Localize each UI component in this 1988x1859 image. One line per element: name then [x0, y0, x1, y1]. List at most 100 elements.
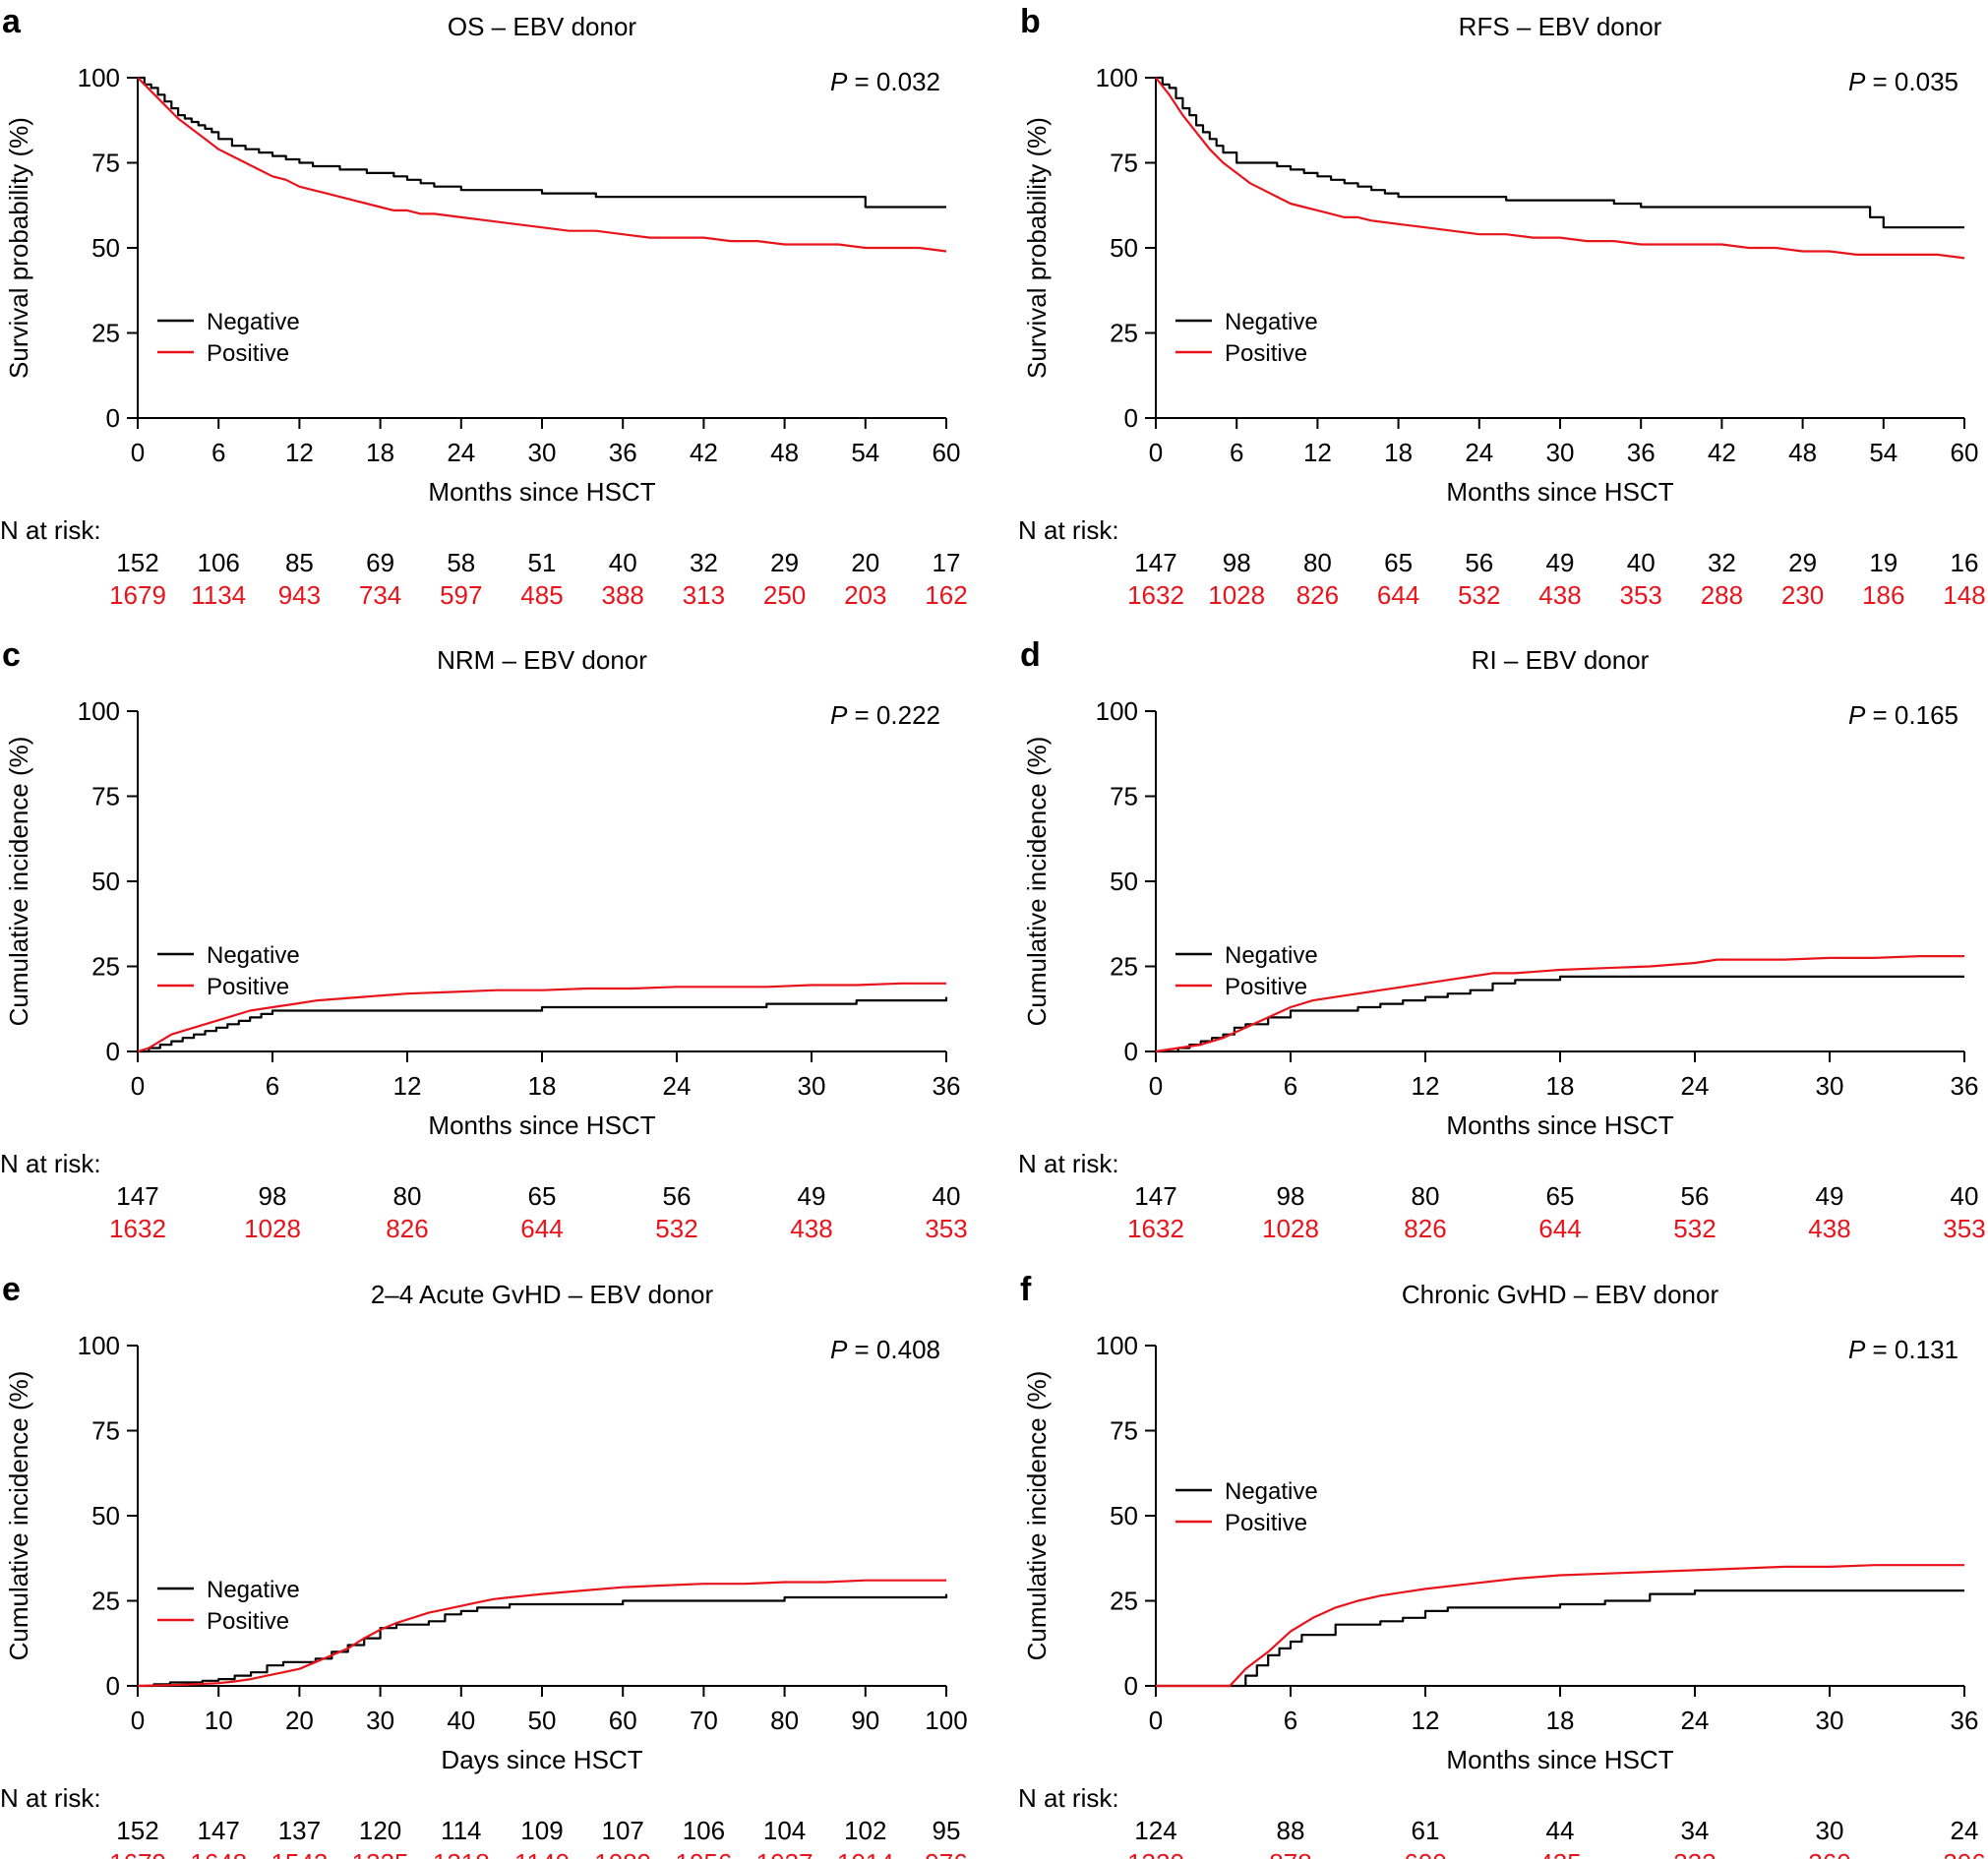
x-tick-label: 30 [1546, 438, 1575, 467]
chart-title: RI – EBV donor [1472, 645, 1650, 675]
risk-count-negative: 98 [1277, 1181, 1305, 1211]
y-tick-label: 100 [1096, 696, 1138, 726]
p-value: P = 0.131 [1848, 1335, 1958, 1364]
p-symbol: P [1848, 67, 1866, 96]
panel-b: b RFS – EBV donor 0 25 50 75 100 0 6 12 18 24 30 36 42… [1018, 3, 1986, 610]
risk-count-positive: 597 [440, 580, 482, 610]
x-tick-label: 12 [285, 438, 314, 467]
risk-count-negative: 120 [359, 1816, 401, 1845]
risk-count-negative: 80 [393, 1181, 422, 1211]
p-value: P = 0.408 [830, 1335, 940, 1364]
risk-count-positive: 943 [278, 580, 321, 610]
risk-count-positive: 1632 [1127, 580, 1184, 610]
risk-count-negative: 56 [1465, 548, 1493, 577]
x-tick-label: 0 [131, 1071, 145, 1101]
risk-count-positive: 485 [520, 580, 563, 610]
x-tick-label: 12 [1412, 1071, 1440, 1101]
y-tick-label: 50 [91, 867, 120, 896]
risk-count-negative: 65 [1384, 548, 1413, 577]
risk-count-positive: 1134 [191, 580, 246, 610]
x-tick-label: 50 [528, 1706, 557, 1735]
x-tick-label: 24 [1681, 1071, 1710, 1101]
legend-label-positive: Positive [207, 340, 289, 367]
x-tick-label: 18 [528, 1071, 557, 1101]
risk-count-negative: 88 [1277, 1816, 1305, 1845]
risk-count-positive: 1028 [1208, 580, 1265, 610]
x-tick-label: 80 [770, 1706, 799, 1735]
legend-label-positive: Positive [1225, 1510, 1307, 1536]
risk-count-negative: 17 [933, 548, 961, 577]
risk-count-negative: 56 [1681, 1181, 1710, 1211]
risk-count-positive: 976 [925, 1848, 967, 1859]
risk-count-negative: 56 [663, 1181, 692, 1211]
p-value: P = 0.035 [1848, 67, 1958, 96]
x-tick-label: 30 [798, 1071, 826, 1101]
y-tick-label: 50 [91, 233, 120, 263]
risk-count-negative: 32 [690, 548, 718, 577]
risk-count-negative: 106 [198, 548, 240, 577]
risk-count-positive: 532 [1458, 580, 1500, 610]
risk-count-positive: 353 [1943, 1214, 1985, 1243]
risk-count-negative: 49 [798, 1181, 826, 1211]
series-line-negative [1156, 975, 1964, 1053]
panel-a: a OS – EBV donor 0 25 50 75 100 0 6 12 18 24 30 36 42 4… [0, 3, 968, 610]
risk-count-positive: 333 [1673, 1848, 1716, 1859]
risk-count-positive: 1335 [352, 1848, 409, 1859]
risk-count-positive: 1056 [675, 1848, 732, 1859]
risk-table-label: N at risk: [1018, 1149, 1119, 1178]
y-axis-label: Survival probability (%) [4, 117, 33, 379]
x-tick-label: 36 [1951, 1071, 1979, 1101]
p-number: = 0.035 [1865, 67, 1958, 96]
y-tick-label: 50 [1110, 1501, 1138, 1530]
p-number: = 0.131 [1865, 1335, 1958, 1364]
panel-letter: f [1020, 1271, 1032, 1308]
risk-count-positive: 353 [925, 1214, 967, 1243]
y-tick-label: 0 [106, 1671, 120, 1701]
x-axis-label: Months since HSCT [428, 1110, 655, 1140]
y-tick-label: 25 [91, 1587, 120, 1616]
risk-count-positive: 203 [844, 580, 886, 610]
y-axis-label: Cumulative incidence (%) [1022, 1371, 1052, 1661]
series-line-positive [137, 77, 947, 253]
x-tick-label: 12 [393, 1071, 422, 1101]
risk-count-negative: 49 [1546, 548, 1575, 577]
x-axis-label: Months since HSCT [1446, 477, 1673, 507]
risk-count-negative: 147 [116, 1181, 158, 1211]
x-axis-label: Months since HSCT [1446, 1745, 1673, 1774]
risk-count-negative: 147 [198, 1816, 240, 1845]
x-tick-label: 6 [211, 438, 225, 467]
risk-count-negative: 61 [1412, 1816, 1440, 1845]
p-number: = 0.222 [847, 700, 940, 730]
y-axis-label: Survival probability (%) [1022, 117, 1052, 379]
y-tick-label: 50 [91, 1501, 120, 1530]
x-axis-label: Days since HSCT [441, 1745, 642, 1774]
risk-count-negative: 114 [441, 1816, 481, 1845]
risk-count-negative: 20 [851, 548, 879, 577]
risk-count-negative: 137 [278, 1816, 321, 1845]
p-number: = 0.032 [847, 67, 940, 96]
risk-count-negative: 40 [933, 1181, 961, 1211]
x-tick-label: 24 [447, 438, 475, 467]
x-tick-label: 24 [1681, 1706, 1710, 1735]
p-symbol: P [1848, 700, 1866, 730]
risk-count-negative: 58 [447, 548, 475, 577]
risk-count-negative: 65 [528, 1181, 557, 1211]
risk-count-positive: 313 [683, 580, 725, 610]
y-tick-label: 0 [1124, 403, 1138, 433]
risk-count-positive: 1320 [1127, 1848, 1184, 1859]
y-tick-label: 25 [1110, 319, 1138, 348]
x-tick-label: 60 [609, 1706, 637, 1735]
x-tick-label: 30 [366, 1706, 394, 1735]
risk-count-positive: 438 [1538, 580, 1581, 610]
legend-label-positive: Positive [1225, 340, 1307, 367]
risk-count-positive: 186 [1862, 580, 1904, 610]
risk-count-negative: 98 [1223, 548, 1251, 577]
panel-letter: c [2, 636, 21, 674]
legend-label-negative: Negative [1225, 1478, 1318, 1505]
x-tick-label: 60 [933, 438, 961, 467]
risk-count-negative: 16 [1951, 548, 1979, 577]
y-tick-label: 75 [1110, 149, 1138, 178]
risk-count-positive: 425 [1538, 1848, 1581, 1859]
